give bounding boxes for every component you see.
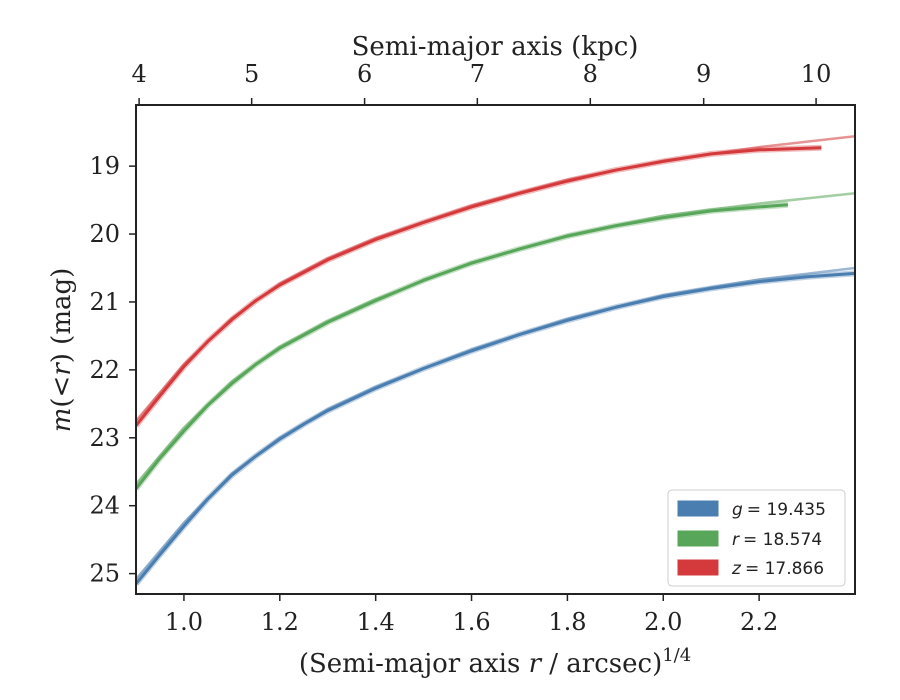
top-tick-label: 9 xyxy=(696,60,711,88)
x-tick-label: 1.0 xyxy=(165,608,203,636)
legend-swatch-r xyxy=(677,530,719,547)
x-axis-title: (Semi-major axis r / arcsec)1/4 xyxy=(299,645,691,679)
y-tick-label: 19 xyxy=(89,152,120,180)
y-tick-label: 22 xyxy=(89,356,120,384)
x-tick-label: 1.4 xyxy=(357,608,395,636)
y-tick-label: 20 xyxy=(89,220,120,248)
top-tick-label: 8 xyxy=(583,60,598,88)
top-tick-label: 10 xyxy=(801,60,832,88)
top-tick-label: 6 xyxy=(357,60,372,88)
x-tick-label: 1.6 xyxy=(452,608,490,636)
axes-layer: 1.0 1.2 1.4 1.6 1.8 2.0 2.2 19 20 21 22 23 24 25 4 5 6 7 8… xyxy=(89,60,831,636)
x-tick-label: 1.8 xyxy=(548,608,586,636)
series-r-line xyxy=(136,203,789,490)
legend-swatch-g xyxy=(677,500,719,517)
top-tick-label: 5 xyxy=(244,60,259,88)
y-tick-label: 21 xyxy=(89,288,120,316)
series-g-line xyxy=(136,271,855,585)
x-tick-label: 2.0 xyxy=(644,608,682,636)
top-tick-label: 7 xyxy=(470,60,485,88)
y-axis-title: m(<r) (mag) xyxy=(47,268,77,433)
top-tick-label: 4 xyxy=(131,60,146,88)
top-axis-title: Semi-major axis (kpc) xyxy=(352,32,639,62)
y-tick-label: 24 xyxy=(89,492,120,520)
legend-label-z: z = 17.866 xyxy=(731,559,824,579)
legend-label-r: r = 18.574 xyxy=(732,530,822,550)
y-tick-label: 25 xyxy=(89,560,120,588)
legend-label-g: g = 19.435 xyxy=(732,500,826,520)
legend: g = 19.435 r = 18.574 z = 17.866 xyxy=(667,489,846,587)
x-tick-label: 2.2 xyxy=(740,608,778,636)
x-tick-label: 1.2 xyxy=(261,608,299,636)
plot-frame xyxy=(135,104,856,595)
legend-swatch-z xyxy=(677,559,719,576)
series-z-line xyxy=(136,146,822,427)
series-layer xyxy=(136,134,855,586)
y-tick-label: 23 xyxy=(89,424,120,452)
